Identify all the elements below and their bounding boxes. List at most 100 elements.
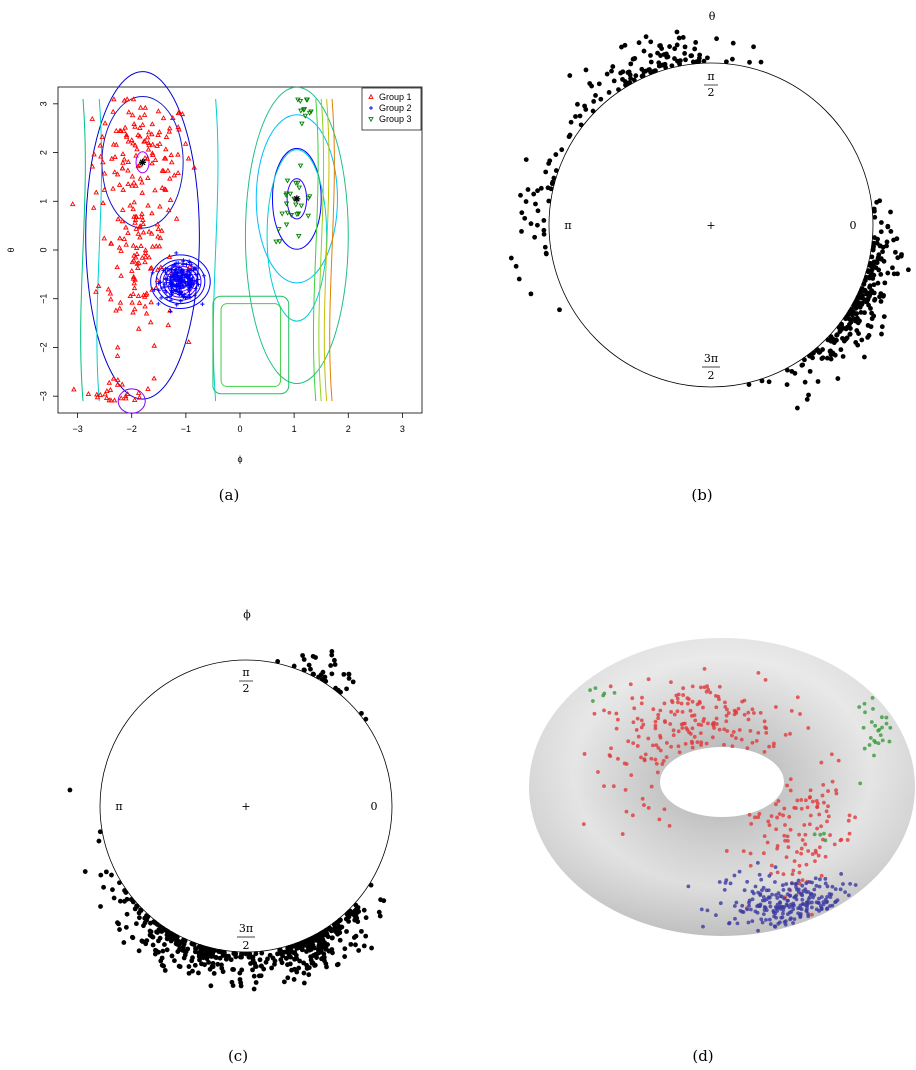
torus-point xyxy=(785,898,790,903)
density-point xyxy=(376,909,382,915)
data-point xyxy=(182,140,189,146)
torus-point xyxy=(868,736,873,740)
density-point xyxy=(139,938,145,944)
data-point xyxy=(151,342,158,348)
data-point xyxy=(162,186,168,192)
data-point xyxy=(123,133,130,139)
density-point xyxy=(541,231,547,237)
density-point xyxy=(97,829,103,835)
torus-point xyxy=(825,895,830,899)
data-point xyxy=(174,261,179,266)
torus-point xyxy=(654,761,659,766)
torus-point xyxy=(813,876,818,881)
density-point xyxy=(590,108,596,114)
torus-point xyxy=(775,896,780,900)
data-point xyxy=(85,390,92,396)
density-point xyxy=(313,952,318,957)
torus-point xyxy=(792,917,797,922)
density-point xyxy=(800,362,806,368)
torus-point xyxy=(767,900,772,905)
density-point xyxy=(253,980,259,985)
data-point xyxy=(137,133,143,139)
density-point xyxy=(816,350,822,355)
torus-point xyxy=(658,748,663,753)
torus-point xyxy=(799,892,804,896)
torus-point xyxy=(847,813,852,818)
density-point xyxy=(730,56,735,62)
data-point xyxy=(165,295,170,300)
data-point xyxy=(146,129,152,135)
density-point xyxy=(116,921,121,927)
torus-point xyxy=(784,855,789,860)
density-point xyxy=(627,80,633,85)
torus-point xyxy=(814,907,819,912)
data-point xyxy=(178,298,183,303)
torus-point xyxy=(712,726,716,730)
torus-point xyxy=(797,870,802,875)
torus-point xyxy=(681,693,686,697)
density-point xyxy=(622,42,628,48)
data-point xyxy=(138,214,145,220)
data-point xyxy=(302,113,309,119)
torus-point xyxy=(671,728,676,733)
torus-point xyxy=(623,788,628,792)
torus-point xyxy=(761,912,766,917)
data-point xyxy=(98,153,104,159)
torus-point xyxy=(762,908,767,913)
data-point xyxy=(137,234,143,240)
data-point xyxy=(165,167,171,173)
data-point xyxy=(114,352,121,358)
data-point xyxy=(108,240,115,246)
density-point xyxy=(346,910,351,916)
data-point xyxy=(136,299,143,305)
density-point xyxy=(631,77,637,83)
torus-point xyxy=(833,900,838,905)
data-point xyxy=(94,391,100,397)
data-point xyxy=(127,202,133,208)
density-point xyxy=(714,36,719,42)
data-point xyxy=(143,310,150,316)
data-point xyxy=(181,284,186,289)
density-point xyxy=(310,671,316,677)
torus-point xyxy=(755,910,760,915)
density-point xyxy=(667,44,672,49)
torus-point xyxy=(657,817,662,822)
torus-point xyxy=(765,840,770,845)
torus-point xyxy=(808,813,813,818)
x-tick-label: −2 xyxy=(127,424,137,434)
data-point xyxy=(155,233,161,239)
data-point xyxy=(105,286,112,292)
density-point xyxy=(834,332,840,338)
torus-point xyxy=(752,711,756,715)
torus-point xyxy=(581,822,586,827)
density-point xyxy=(598,96,604,102)
contour-line xyxy=(286,178,308,220)
torus-point xyxy=(740,903,745,908)
data-point xyxy=(121,156,128,162)
data-point xyxy=(191,164,197,170)
data-point xyxy=(169,266,174,271)
label-top: π xyxy=(242,666,249,679)
density-point xyxy=(291,977,297,982)
torus-point xyxy=(773,880,777,884)
torus-point xyxy=(830,779,835,784)
data-point xyxy=(157,235,164,241)
density-point xyxy=(192,962,198,968)
density-point xyxy=(875,280,881,286)
torus-point xyxy=(718,901,723,906)
density-point xyxy=(313,937,319,943)
data-point xyxy=(162,155,169,161)
density-point xyxy=(323,932,328,938)
density-point xyxy=(553,168,559,173)
torus-point xyxy=(779,894,784,899)
density-point xyxy=(322,940,328,945)
data-point xyxy=(95,283,102,289)
torus-point xyxy=(788,827,793,832)
torus-point xyxy=(680,726,685,730)
torus-point xyxy=(724,849,729,853)
plot-frame xyxy=(57,86,423,414)
density-point xyxy=(553,152,559,157)
density-point xyxy=(124,911,130,917)
torus-point xyxy=(699,685,703,690)
